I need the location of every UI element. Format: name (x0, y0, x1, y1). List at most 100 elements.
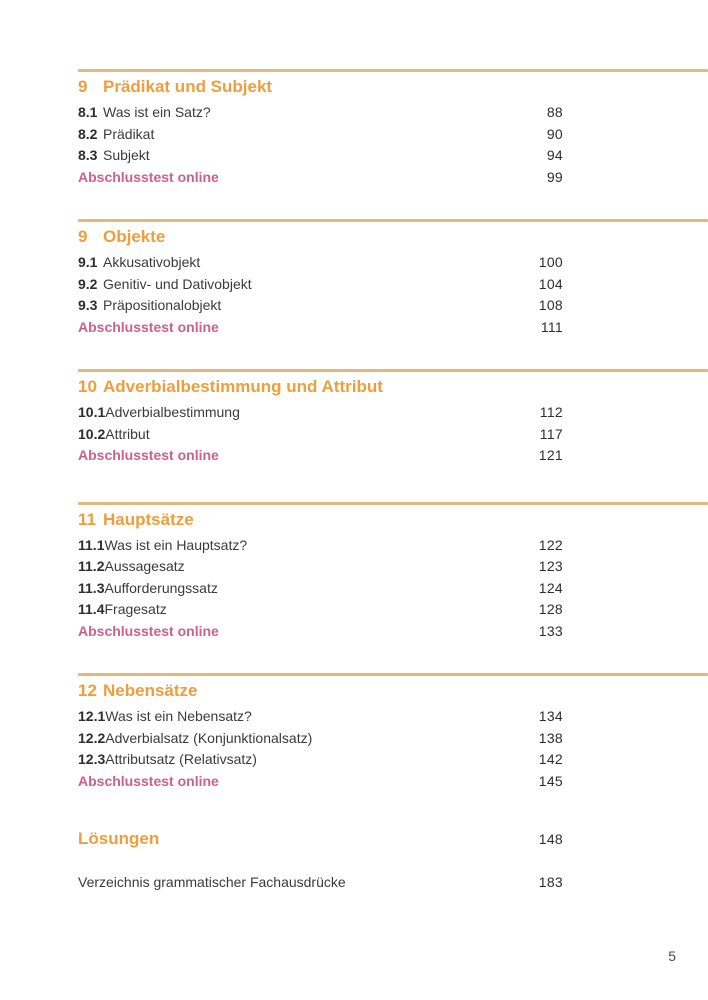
section-title: Adverbialbestimmung und Attribut (103, 377, 383, 396)
abschlusstest-entry: Abschlusstest online 133 (78, 621, 563, 643)
entry-number: 8.1 (78, 104, 98, 120)
abschlusstest-entry: Abschlusstest online 111 (78, 317, 563, 339)
entry-page: 117 (539, 425, 563, 442)
entry-page: 88 (546, 104, 563, 120)
toc-entry: 8.3 Subjekt 94 (78, 145, 563, 167)
section-divider (78, 673, 708, 676)
entry-page: 124 (538, 579, 563, 596)
entry-page: 133 (538, 622, 563, 639)
toc-section-adverbialbestimmung: 10 Adverbialbestimmung und Attribut 10.1… (78, 369, 708, 467)
abschlusstest-label: Abschlusstest online (78, 622, 219, 639)
section-heading: 12 Nebensätze (78, 681, 708, 701)
entry-page: 148 (538, 831, 563, 847)
entry-page: 111 (540, 318, 563, 335)
abschlusstest-label: Abschlusstest online (78, 318, 219, 335)
section-title: Objekte (103, 227, 166, 246)
section-heading: 9 Objekte (78, 227, 708, 247)
toc-entry: 9.1 Akkusativobjekt 100 (78, 252, 563, 274)
entry-page: 99 (546, 168, 563, 185)
entry-number: 12.3 (78, 751, 106, 767)
abschlusstest-entry: Abschlusstest online 99 (78, 167, 563, 189)
entry-page: 142 (538, 751, 563, 767)
section-entries: 12.1 Was ist ein Nebensatz? 134 12.2 Adv… (78, 706, 563, 792)
entry-label: Aussagesatz (104, 558, 185, 574)
entry-label: Subjekt (103, 147, 150, 163)
entry-label: Akkusativobjekt (103, 254, 201, 270)
section-entries: 9.1 Akkusativobjekt 100 9.2 Genitiv- und… (78, 252, 563, 338)
section-heading: 9 Prädikat und Subjekt (78, 77, 708, 97)
entry-page: 90 (546, 125, 563, 142)
toc-entry: 11.2 Aussagesatz 123 (78, 556, 563, 578)
toc-entry: 12.3 Attributsatz (Relativsatz) 142 (78, 749, 563, 771)
entry-page: 138 (538, 729, 563, 746)
entry-label: Aufforderungssatz (104, 579, 218, 596)
entry-page: 100 (538, 254, 563, 270)
toc-section-objekte: 9 Objekte 9.1 Akkusativobjekt 100 9.2 Ge… (78, 219, 708, 338)
verzeichnis-label: Verzeichnis grammatischer Fachausdrücke (78, 874, 346, 890)
entry-number: 9.3 (78, 297, 98, 313)
entry-number: 11.3 (78, 579, 105, 596)
section-number: 9 (78, 227, 88, 246)
entry-page: 104 (538, 275, 563, 292)
section-heading: 10 Adverbialbestimmung und Attribut (78, 377, 708, 397)
toc-entry: 9.2 Genitiv- und Dativobjekt 104 (78, 274, 563, 296)
entry-label: Adverbialsatz (Konjunktionalsatz) (105, 729, 313, 746)
entry-number: 12.1 (78, 708, 106, 724)
entry-page: 145 (538, 772, 563, 789)
entry-page: 112 (539, 404, 563, 420)
section-entries: 11.1 Was ist ein Hauptsatz? 122 11.2 Aus… (78, 535, 563, 643)
entry-label: Prädikat (103, 125, 155, 142)
toc-content: 9 Prädikat und Subjekt 8.1 Was ist ein S… (78, 69, 708, 894)
section-title: Hauptsätze (103, 509, 194, 529)
toc-entry: 11.4 Fragesatz 128 (78, 599, 563, 621)
entry-label: Präpositionalobjekt (103, 297, 222, 313)
toc-entry: 10.2 Attribut 117 (78, 424, 563, 446)
section-number: 11 (78, 509, 96, 529)
loesungen-label: Lösungen (78, 829, 160, 848)
abschlusstest-entry: Abschlusstest online 121 (78, 445, 563, 467)
entry-page: 122 (538, 536, 563, 553)
toc-entry: 9.3 Präpositionalobjekt 108 (78, 295, 563, 317)
entry-page: 183 (538, 874, 563, 890)
entry-label: Was ist ein Nebensatz? (105, 708, 252, 724)
entry-page: 121 (538, 447, 563, 463)
entry-number: 11.4 (78, 601, 105, 617)
section-number: 10 (78, 377, 97, 396)
entry-page: 94 (546, 147, 563, 163)
section-entries: 8.1 Was ist ein Satz? 88 8.2 Prädikat 90… (78, 102, 563, 188)
entry-number: 11.2 (78, 558, 105, 574)
abschlusstest-label: Abschlusstest online (78, 447, 219, 463)
toc-entry: 12.2 Adverbialsatz (Konjunktionalsatz) 1… (78, 728, 563, 750)
entry-label: Adverbialbestimmung (105, 404, 240, 420)
section-number: 9 (78, 77, 88, 96)
entry-label: Fragesatz (104, 601, 167, 617)
entry-number: 11.1 (78, 536, 105, 553)
section-entries: 10.1 Adverbialbestimmung 112 10.2 Attrib… (78, 402, 563, 467)
entry-label: Was ist ein Hauptsatz? (104, 536, 248, 553)
entry-number: 8.2 (78, 125, 98, 142)
entry-label: Was ist ein Satz? (103, 104, 211, 120)
entry-page: 108 (538, 297, 563, 313)
entry-page: 134 (538, 708, 563, 724)
section-divider (78, 369, 708, 372)
toc-section-praedikat-und-subjekt: 9 Prädikat und Subjekt 8.1 Was ist ein S… (78, 69, 708, 188)
entry-number: 12.2 (78, 729, 106, 746)
toc-entry: 8.2 Prädikat 90 (78, 124, 563, 146)
abschlusstest-label: Abschlusstest online (78, 168, 219, 185)
section-heading: 11 Hauptsätze (78, 510, 708, 530)
entry-label: Attribut (105, 425, 150, 442)
toc-section-nebensaetze: 12 Nebensätze 12.1 Was ist ein Nebensatz… (78, 673, 708, 792)
toc-entry: 11.1 Was ist ein Hauptsatz? 122 (78, 535, 563, 557)
toc-entry: 10.1 Adverbialbestimmung 112 (78, 402, 563, 424)
section-divider (78, 69, 708, 72)
toc-entry: 8.1 Was ist ein Satz? 88 (78, 102, 563, 124)
entry-number: 9.2 (78, 275, 98, 292)
entry-label: Attributsatz (Relativsatz) (105, 751, 257, 767)
abschlusstest-entry: Abschlusstest online 145 (78, 771, 563, 793)
entry-number: 10.2 (78, 425, 106, 442)
entry-page: 123 (538, 558, 563, 574)
entry-label: Genitiv- und Dativobjekt (103, 275, 252, 292)
section-title: Prädikat und Subjekt (103, 77, 273, 96)
section-divider (78, 501, 708, 505)
